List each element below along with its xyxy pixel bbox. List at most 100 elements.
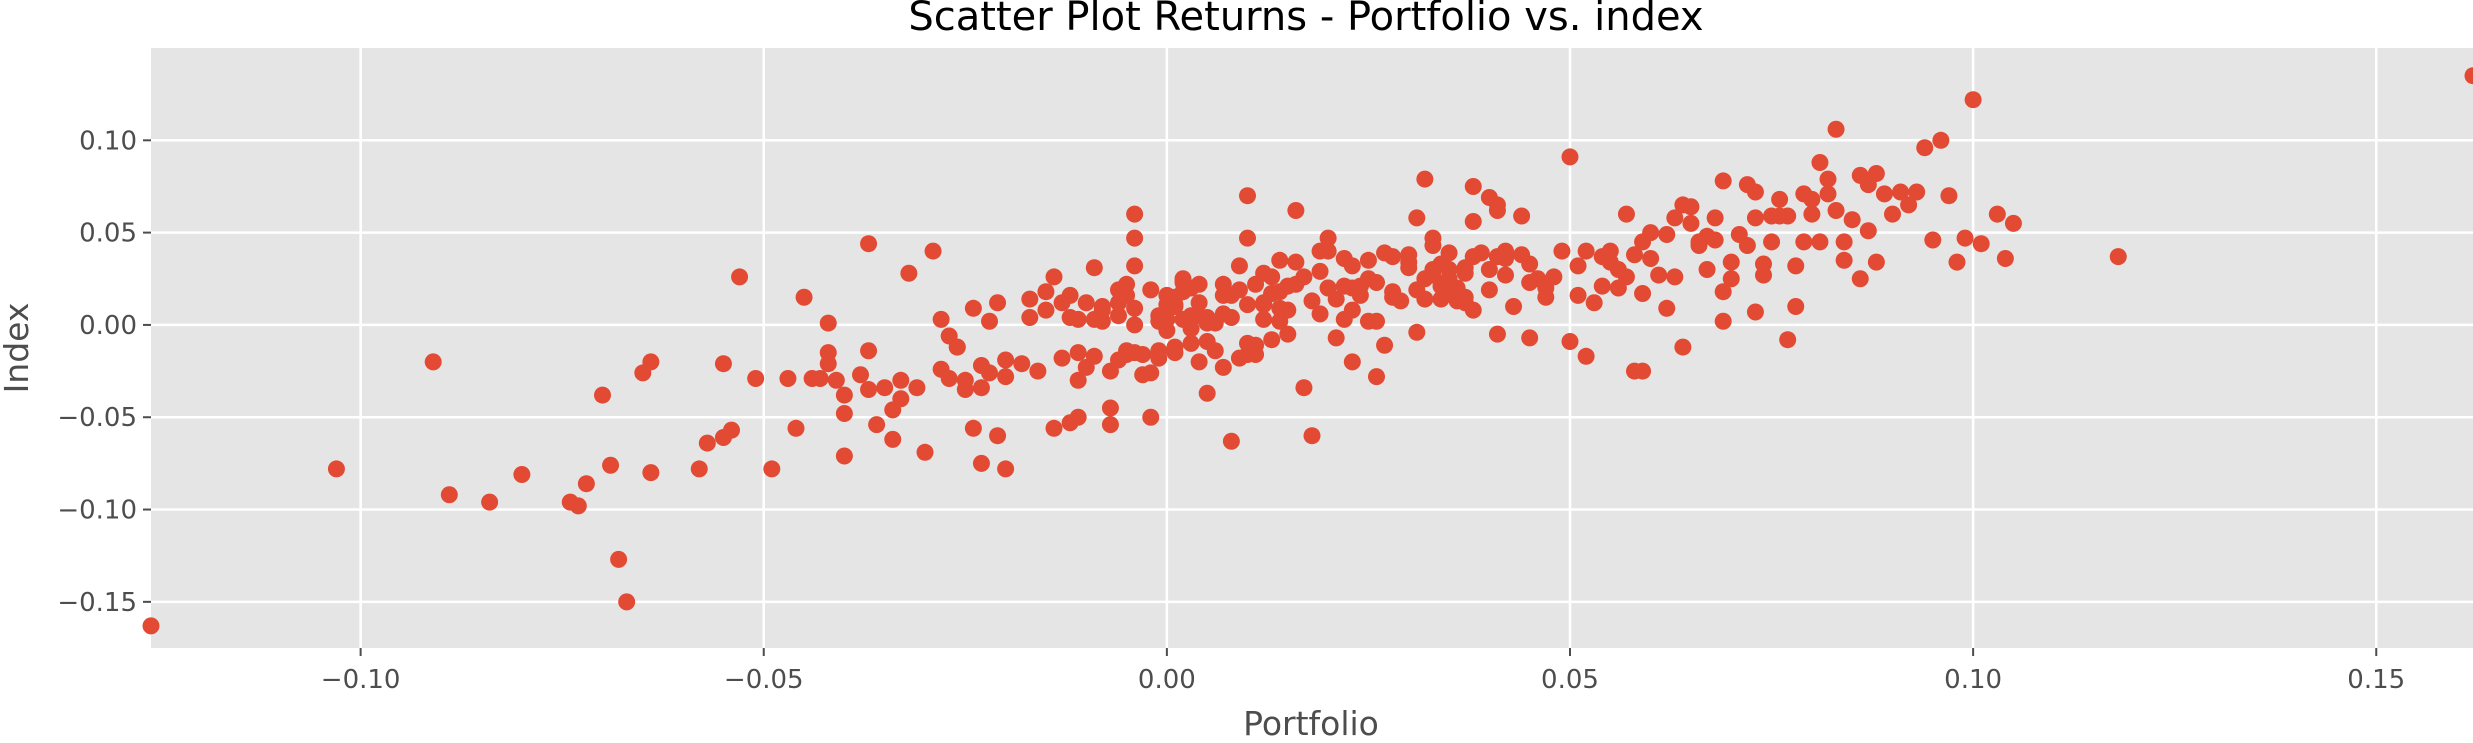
x-tick-label: 0.00 xyxy=(1138,665,1196,695)
data-point xyxy=(1222,432,1240,450)
data-point xyxy=(884,430,902,448)
data-point xyxy=(1037,283,1055,301)
data-point xyxy=(1722,253,1740,271)
data-point xyxy=(876,379,894,397)
data-point xyxy=(827,371,845,389)
data-point xyxy=(1239,187,1256,205)
data-point xyxy=(1069,408,1087,426)
data-point xyxy=(868,416,886,434)
x-axis-label: Portfolio xyxy=(1243,704,1379,743)
data-point xyxy=(835,405,853,423)
data-point xyxy=(819,314,837,332)
y-tick-label: 0.05 xyxy=(79,219,137,249)
data-point xyxy=(698,434,716,452)
data-point xyxy=(1045,419,1063,437)
data-point xyxy=(1480,261,1498,279)
data-point xyxy=(1819,170,1837,188)
y-axis-label: Index xyxy=(0,303,36,394)
data-point xyxy=(1900,196,1918,214)
x-tick-label: −0.05 xyxy=(724,665,804,695)
x-tick-label: −0.10 xyxy=(321,665,401,695)
data-point xyxy=(714,355,732,373)
data-point xyxy=(1239,229,1256,247)
data-point xyxy=(1222,309,1240,327)
data-point xyxy=(602,456,620,474)
data-point xyxy=(1682,198,1700,216)
data-point xyxy=(948,338,966,356)
data-point xyxy=(1714,312,1732,330)
data-point xyxy=(1126,229,1144,247)
data-point xyxy=(1577,242,1595,260)
data-point xyxy=(513,465,531,483)
data-point xyxy=(1706,209,1724,227)
data-point xyxy=(2464,67,2473,85)
data-point xyxy=(1787,297,1805,315)
data-point xyxy=(1101,416,1119,434)
data-point xyxy=(997,351,1015,369)
data-point xyxy=(1867,253,1885,271)
data-point xyxy=(1537,288,1555,306)
data-point xyxy=(1714,172,1732,190)
data-point xyxy=(1811,233,1829,251)
data-point xyxy=(1827,120,1845,138)
data-point xyxy=(900,264,918,282)
data-point xyxy=(932,310,950,328)
data-point xyxy=(1771,190,1789,208)
data-point xyxy=(1085,259,1103,277)
data-point xyxy=(989,427,1007,445)
data-point xyxy=(989,294,1007,312)
data-point xyxy=(731,268,749,286)
data-point xyxy=(1642,224,1660,242)
data-point xyxy=(1295,379,1313,397)
data-point xyxy=(1497,266,1514,284)
y-tick-label: −0.15 xyxy=(57,588,137,618)
data-point xyxy=(1440,244,1458,262)
data-point xyxy=(1400,246,1418,264)
data-point xyxy=(787,419,805,437)
data-point xyxy=(795,288,813,306)
data-point xyxy=(1359,251,1377,269)
data-point xyxy=(1376,336,1394,354)
data-point xyxy=(1924,231,1942,249)
data-point xyxy=(1521,255,1539,273)
plot-area-background xyxy=(151,48,2473,648)
data-point xyxy=(1416,290,1434,308)
data-point xyxy=(1247,336,1265,354)
data-point xyxy=(1021,290,1039,308)
data-point xyxy=(1803,190,1821,208)
data-point xyxy=(1892,183,1910,201)
y-tick-label: 0.10 xyxy=(79,126,137,156)
data-point xyxy=(1239,296,1256,314)
data-point xyxy=(1118,286,1136,304)
data-point xyxy=(964,299,982,317)
data-point xyxy=(1577,347,1595,365)
data-point xyxy=(690,460,708,478)
data-point xyxy=(1617,268,1635,286)
data-point xyxy=(1263,331,1281,349)
data-point xyxy=(1142,408,1160,426)
data-point xyxy=(610,550,628,568)
data-point xyxy=(860,381,878,399)
data-point xyxy=(1230,281,1248,299)
data-point xyxy=(1585,294,1603,312)
data-point xyxy=(577,475,595,493)
data-point xyxy=(1803,205,1821,223)
data-point xyxy=(1996,249,2014,267)
data-point xyxy=(1037,301,1055,319)
data-point xyxy=(1650,266,1668,284)
data-point xyxy=(1666,268,1684,286)
data-point xyxy=(1408,209,1426,227)
data-point xyxy=(1867,165,1885,183)
data-point xyxy=(1755,266,1772,284)
y-tick-label: −0.10 xyxy=(57,496,137,526)
data-point xyxy=(1126,205,1144,223)
data-point xyxy=(1069,371,1087,389)
data-point xyxy=(1319,229,1337,247)
data-point xyxy=(1408,323,1426,341)
data-point xyxy=(1843,211,1861,229)
data-point xyxy=(327,460,345,478)
data-point xyxy=(1908,183,1926,201)
data-point xyxy=(1513,207,1531,225)
data-point xyxy=(1424,229,1442,247)
data-point xyxy=(723,421,740,439)
